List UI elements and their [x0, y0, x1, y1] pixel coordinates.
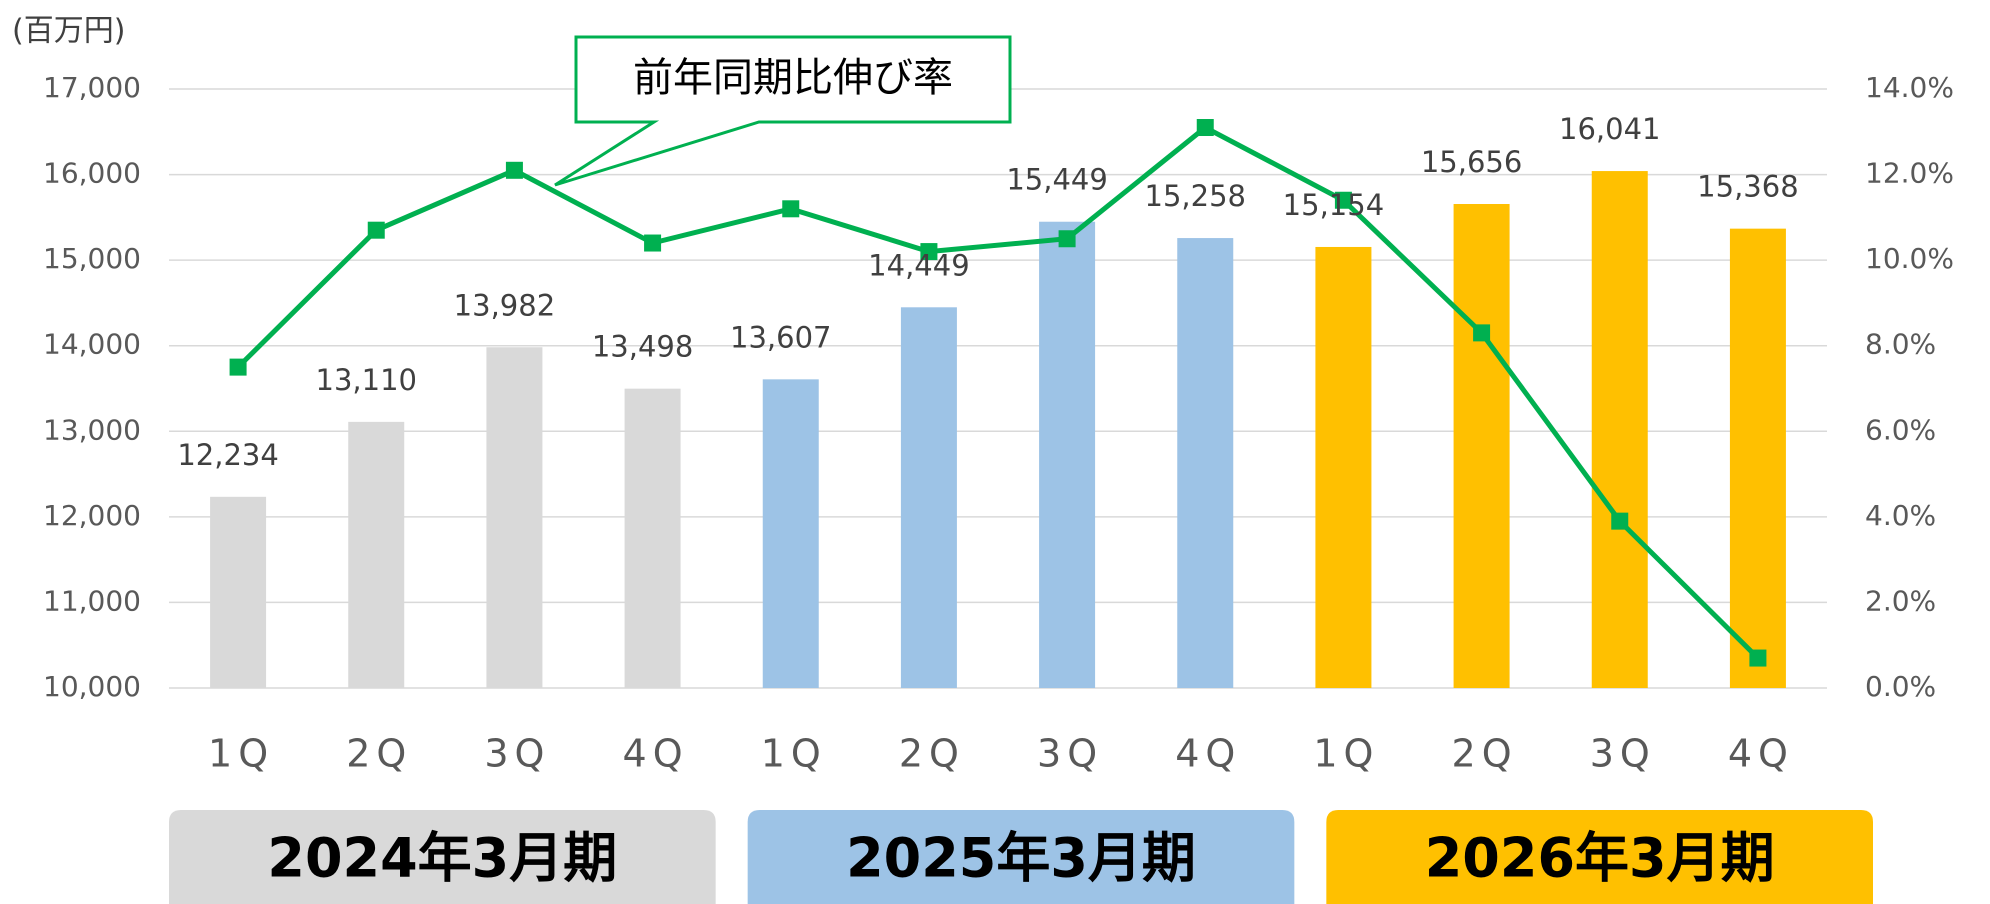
x-tick-label: 3Q: [484, 732, 550, 776]
value-label: 16,041: [1559, 112, 1660, 146]
value-label: 15,656: [1421, 145, 1522, 179]
group-box: [169, 810, 716, 904]
y2-tick-label: 2.0%: [1865, 584, 1936, 617]
line-marker: [367, 221, 385, 239]
line-marker: [1334, 191, 1352, 209]
x-tick-label: 4Q: [1728, 732, 1794, 776]
bar: [1177, 238, 1234, 688]
bar: [762, 379, 819, 688]
callout-box: [554, 35, 1012, 187]
value-label: 15,154: [1283, 188, 1384, 222]
bar: [1591, 171, 1648, 689]
bar: [1039, 221, 1096, 688]
y-tick-label: 12,000: [43, 499, 141, 532]
y2-tick-label: 8.0%: [1865, 328, 1936, 361]
value-label: 12,234: [177, 438, 278, 472]
x-tick-label: 1Q: [761, 732, 827, 776]
y2-tick-label: 12.0%: [1865, 157, 1954, 190]
y2-tick-label: 14.0%: [1865, 71, 1954, 104]
bar: [486, 347, 543, 688]
x-tick-label: 2Q: [899, 732, 965, 776]
value-label: 13,607: [730, 320, 831, 354]
group-label: 2024年3月期: [267, 827, 617, 890]
bar: [900, 307, 957, 688]
line-marker: [1058, 230, 1076, 248]
value-label: 13,110: [316, 363, 417, 397]
x-tick-label: 1Q: [208, 732, 274, 776]
y2-tick-label: 10.0%: [1865, 242, 1954, 275]
bar: [1315, 246, 1372, 689]
y2-tick-label: 4.0%: [1865, 499, 1936, 532]
value-label: 15,258: [1145, 179, 1246, 213]
y-tick-label: 16,000: [43, 157, 141, 190]
line-marker: [782, 200, 800, 218]
line-marker: [229, 358, 247, 376]
bar: [1729, 228, 1786, 688]
line-marker: [644, 234, 662, 252]
line-marker: [1611, 512, 1629, 530]
value-label: 14,449: [868, 248, 969, 282]
x-tick-label: 2Q: [346, 732, 412, 776]
y-tick-label: 14,000: [43, 328, 141, 361]
value-label: 13,498: [592, 330, 693, 364]
y-tick-label: 15,000: [43, 242, 141, 275]
line-marker: [1473, 324, 1491, 342]
y2-tick-label: 6.0%: [1865, 413, 1936, 446]
y-tick-label: 11,000: [43, 584, 141, 617]
bar: [348, 421, 405, 688]
line-marker: [505, 161, 523, 179]
callout-text: 前年同期比伸び率: [633, 55, 953, 101]
group-label: 2026年3月期: [1425, 827, 1775, 890]
bar: [1453, 204, 1510, 688]
y-tick-label: 10,000: [43, 670, 141, 703]
line-marker: [1196, 119, 1214, 137]
x-tick-label: 3Q: [1590, 732, 1656, 776]
group-box: [747, 810, 1295, 904]
bar: [210, 496, 267, 688]
line-marker: [920, 243, 938, 261]
x-tick-label: 1Q: [1313, 732, 1379, 776]
value-label: 13,982: [454, 288, 555, 322]
x-tick-label: 4Q: [1175, 732, 1241, 776]
x-tick-label: 3Q: [1037, 732, 1103, 776]
bar: [624, 388, 681, 688]
x-tick-label: 2Q: [1452, 732, 1518, 776]
unit-label: (百万円): [12, 14, 125, 49]
line: [236, 124, 1760, 660]
y-tick-label: 13,000: [43, 413, 141, 446]
line-marker: [1749, 649, 1767, 667]
y-tick-label: 17,000: [43, 71, 141, 104]
value-label: 15,449: [1006, 163, 1107, 197]
x-tick-label: 4Q: [623, 732, 689, 776]
y2-tick-label: 0.0%: [1865, 670, 1936, 703]
value-label: 15,368: [1697, 170, 1798, 204]
group-box: [1326, 810, 1873, 904]
group-label: 2025年3月期: [846, 827, 1196, 890]
